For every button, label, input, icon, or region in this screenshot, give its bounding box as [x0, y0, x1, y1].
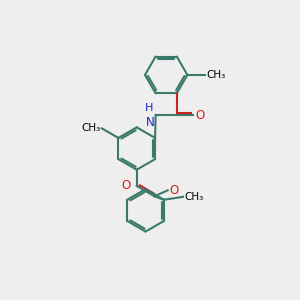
Text: N: N	[146, 116, 155, 129]
Text: O: O	[170, 184, 179, 197]
Text: O: O	[195, 109, 204, 122]
Text: CH₃: CH₃	[184, 192, 204, 202]
Text: H: H	[145, 103, 153, 113]
Text: CH₃: CH₃	[206, 70, 225, 80]
Text: O: O	[121, 179, 130, 192]
Text: CH₃: CH₃	[81, 123, 100, 134]
